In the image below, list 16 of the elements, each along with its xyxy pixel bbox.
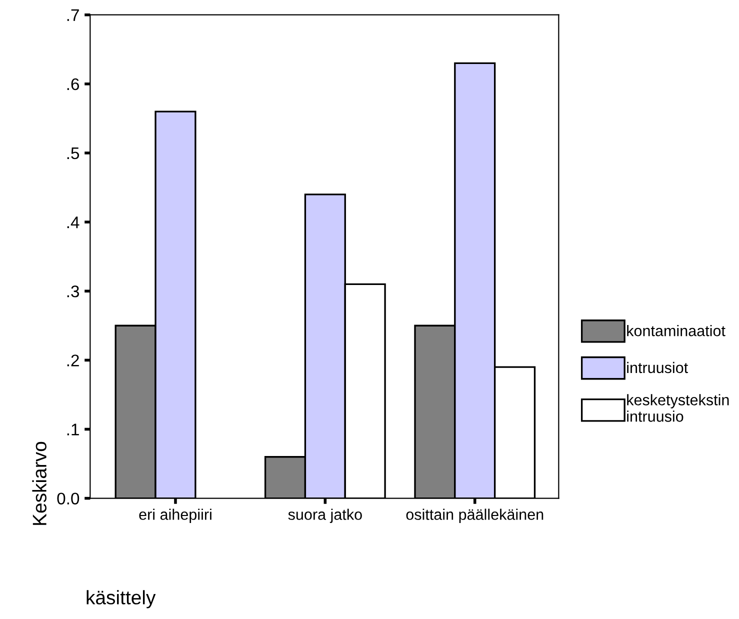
y-tick-label: .5 <box>67 148 80 160</box>
legend-label: kesketystekstin intruusio <box>627 394 729 422</box>
x-axis-title: käsittely <box>86 590 156 608</box>
y-tick-label: .3 <box>67 286 80 298</box>
y-tick-label: .6 <box>67 78 80 90</box>
x-tick-label: eri aihepiiri <box>139 508 212 523</box>
legend-label: intruusiot <box>627 362 688 374</box>
x-tick-label: osittain päällekäinen <box>406 508 544 523</box>
y-tick-label: .2 <box>67 354 79 366</box>
y-tick-label: .1 <box>67 424 79 436</box>
y-tick-label: 0.0 <box>57 492 80 504</box>
y-axis-title: Keskiarvo <box>32 442 46 525</box>
legend-label: kontaminaatiot <box>627 325 726 336</box>
y-tick-label: .7 <box>67 9 79 21</box>
x-tick-label: suora jatko <box>288 508 362 523</box>
y-tick-label: .4 <box>67 216 80 228</box>
